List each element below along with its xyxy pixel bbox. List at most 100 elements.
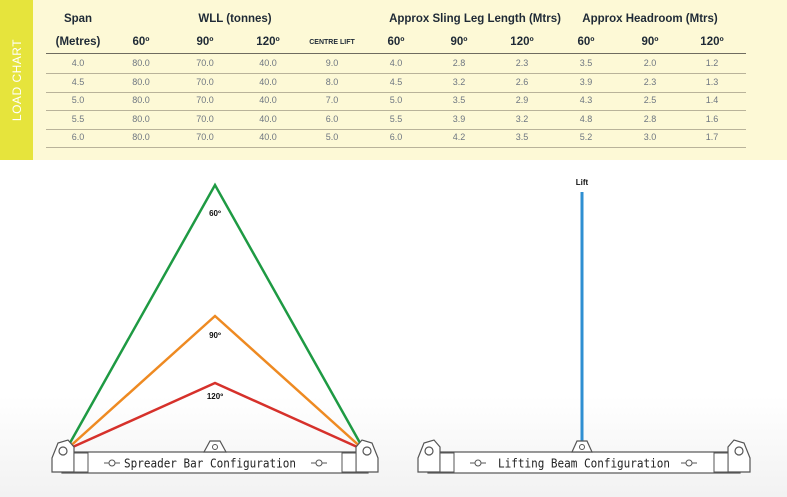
spreader-left-end-plate bbox=[51, 439, 75, 473]
diagram-area bbox=[0, 160, 787, 497]
table-cell: 3.9 bbox=[579, 76, 593, 87]
table-cell: 5.5 bbox=[71, 113, 85, 124]
table-cell: 1.2 bbox=[705, 58, 719, 68]
table-cell: 4.5 bbox=[71, 76, 85, 87]
table-cell: 5.2 bbox=[579, 132, 593, 142]
table-cell: 70.0 bbox=[196, 76, 214, 87]
table-cell: 4.5 bbox=[389, 76, 403, 87]
table-header-rule bbox=[46, 53, 746, 54]
spreader-left-pin-head-icon bbox=[108, 459, 116, 467]
table-cell: 70.0 bbox=[196, 113, 214, 124]
lifting-centre-lug-hole-icon bbox=[579, 444, 585, 450]
table-cell: 4.0 bbox=[389, 58, 403, 68]
table-cell: 70.0 bbox=[196, 132, 214, 142]
table-cell: 80.0 bbox=[132, 76, 150, 87]
table-cell: 6.0 bbox=[389, 132, 403, 142]
sling-90-lines bbox=[65, 314, 365, 451]
spreader-right-end-plate bbox=[355, 439, 379, 473]
group-header-headroom: Approx Headroom (Mtrs) bbox=[582, 13, 718, 25]
table-cell: 3.2 bbox=[452, 76, 466, 87]
table-row-rule bbox=[46, 110, 746, 111]
table-cell: 40.0 bbox=[259, 95, 277, 105]
col-header-wll-60: 60º bbox=[132, 36, 150, 48]
col-header-headroom-60: 60º bbox=[577, 36, 595, 48]
table-cell: 4.2 bbox=[452, 132, 466, 142]
spreader-right-sleeve bbox=[341, 452, 357, 473]
col-header-sling-120: 120º bbox=[510, 36, 534, 48]
spreader-right-shackle-icon bbox=[362, 446, 372, 456]
table-cell: 80.0 bbox=[132, 132, 150, 142]
col-header-sling-90: 90º bbox=[450, 36, 468, 48]
lifting-left-pin-head-icon bbox=[474, 459, 482, 467]
load-chart-panel bbox=[33, 0, 787, 160]
lifting-left-sleeve bbox=[439, 452, 455, 473]
table-cell: 40.0 bbox=[259, 113, 277, 124]
table-cell: 1.3 bbox=[705, 76, 719, 87]
group-header-wll: WLL (tonnes) bbox=[198, 13, 272, 25]
table-cell: 5.5 bbox=[389, 113, 403, 124]
table-cell: 2.5 bbox=[643, 95, 657, 105]
lifting-right-sleeve bbox=[713, 452, 729, 473]
table-cell: 1.4 bbox=[705, 95, 719, 105]
lifting-beam-diagram: Lift Lifting Beam Configuration bbox=[417, 178, 751, 474]
table-cell: 4.8 bbox=[579, 113, 593, 124]
table-cell: 3.0 bbox=[643, 132, 657, 142]
col-header-headroom-90: 90º bbox=[641, 36, 659, 48]
lifting-caption: Lifting Beam Configuration bbox=[498, 456, 670, 471]
table-cell: 3.5 bbox=[579, 58, 593, 68]
angle-label-90: 90º bbox=[209, 331, 221, 340]
table-cell: 5.0 bbox=[71, 95, 85, 105]
load-chart-tab: LOAD CHART bbox=[0, 0, 33, 160]
table-cell: 6.0 bbox=[325, 113, 339, 124]
table-cell: 5.0 bbox=[389, 95, 403, 105]
table-cell: 2.3 bbox=[515, 58, 529, 68]
lifting-left-hole-icon bbox=[424, 446, 434, 456]
table-cell: 3.2 bbox=[515, 113, 529, 124]
table-cell: 8.0 bbox=[325, 76, 339, 87]
col-header-centre-lift: CENTRE LIFT bbox=[309, 39, 355, 46]
table-cell: 40.0 bbox=[259, 76, 277, 87]
angle-label-120: 120º bbox=[207, 392, 223, 401]
table-cell: 2.8 bbox=[643, 113, 657, 124]
spreader-left-shackle-icon bbox=[58, 446, 68, 456]
lifting-right-pin-head-icon bbox=[685, 459, 693, 467]
group-header-span: Span bbox=[63, 13, 93, 25]
table-cell: 6.0 bbox=[71, 132, 85, 142]
table-cell: 70.0 bbox=[196, 58, 214, 68]
table-cell: 1.7 bbox=[705, 132, 719, 142]
lifting-right-hole-icon bbox=[734, 446, 744, 456]
col-header-wll-120: 120º bbox=[256, 36, 280, 48]
table-cell: 3.5 bbox=[452, 95, 466, 105]
lifting-right-end-plate bbox=[727, 439, 751, 473]
lifting-left-end-plate bbox=[417, 439, 441, 473]
spreader-caption: Spreader Bar Configuration bbox=[124, 456, 296, 471]
col-header-wll-90: 90º bbox=[196, 36, 214, 48]
table-cell: 2.6 bbox=[515, 76, 529, 87]
table-cell: 40.0 bbox=[259, 58, 277, 68]
table-row-rule bbox=[46, 73, 746, 74]
table-cell: 2.3 bbox=[643, 76, 657, 87]
table-cell: 80.0 bbox=[132, 95, 150, 105]
spreader-right-pin-head-icon bbox=[315, 459, 323, 467]
spreader-bar-diagram: 60º 90º 120º Spreader Bar Configuration bbox=[51, 182, 379, 474]
table-cell: 70.0 bbox=[196, 95, 214, 105]
spreader-centre-lug-hole-icon bbox=[212, 444, 218, 450]
table-cell: 80.0 bbox=[132, 113, 150, 124]
table-cell: 3.9 bbox=[452, 113, 466, 124]
group-header-sling-leg: Approx Sling Leg Length (Mtrs) bbox=[389, 13, 561, 25]
col-header-span: (Metres) bbox=[55, 36, 101, 48]
col-header-sling-60: 60º bbox=[387, 36, 405, 48]
table-cell: 2.0 bbox=[643, 58, 657, 68]
angle-label-60: 60º bbox=[209, 209, 221, 218]
spreader-left-sleeve bbox=[73, 452, 89, 473]
table-row-rule bbox=[46, 128, 746, 130]
table-cell: 2.8 bbox=[452, 58, 466, 68]
table-row-rule bbox=[46, 147, 746, 148]
table-cell: 3.5 bbox=[515, 132, 529, 142]
table-cell: 5.0 bbox=[325, 132, 339, 142]
table-cell: 7.0 bbox=[325, 95, 339, 105]
sling-120-lines bbox=[65, 381, 365, 452]
lift-label: Lift bbox=[576, 178, 589, 187]
table-cell: 1.6 bbox=[705, 113, 719, 124]
